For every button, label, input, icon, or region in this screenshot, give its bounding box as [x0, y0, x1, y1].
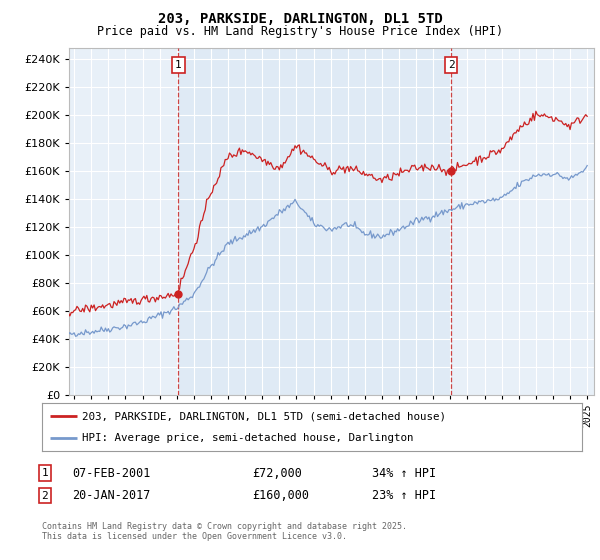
Text: 203, PARKSIDE, DARLINGTON, DL1 5TD (semi-detached house): 203, PARKSIDE, DARLINGTON, DL1 5TD (semi…: [83, 411, 446, 421]
Text: 34% ↑ HPI: 34% ↑ HPI: [372, 466, 436, 480]
Bar: [178, 48, 451, 395]
Text: 1: 1: [175, 60, 182, 70]
Text: £160,000: £160,000: [252, 489, 309, 502]
Text: £72,000: £72,000: [252, 466, 302, 480]
Text: Price paid vs. HM Land Registry's House Price Index (HPI): Price paid vs. HM Land Registry's House …: [97, 25, 503, 38]
Text: 203, PARKSIDE, DARLINGTON, DL1 5TD: 203, PARKSIDE, DARLINGTON, DL1 5TD: [158, 12, 442, 26]
Text: HPI: Average price, semi-detached house, Darlington: HPI: Average price, semi-detached house,…: [83, 433, 414, 443]
Text: 1: 1: [41, 468, 49, 478]
Text: Contains HM Land Registry data © Crown copyright and database right 2025.
This d: Contains HM Land Registry data © Crown c…: [42, 522, 407, 542]
Text: 2: 2: [41, 491, 49, 501]
Text: 07-FEB-2001: 07-FEB-2001: [72, 466, 151, 480]
Text: 20-JAN-2017: 20-JAN-2017: [72, 489, 151, 502]
Text: 2: 2: [448, 60, 455, 70]
Text: 23% ↑ HPI: 23% ↑ HPI: [372, 489, 436, 502]
